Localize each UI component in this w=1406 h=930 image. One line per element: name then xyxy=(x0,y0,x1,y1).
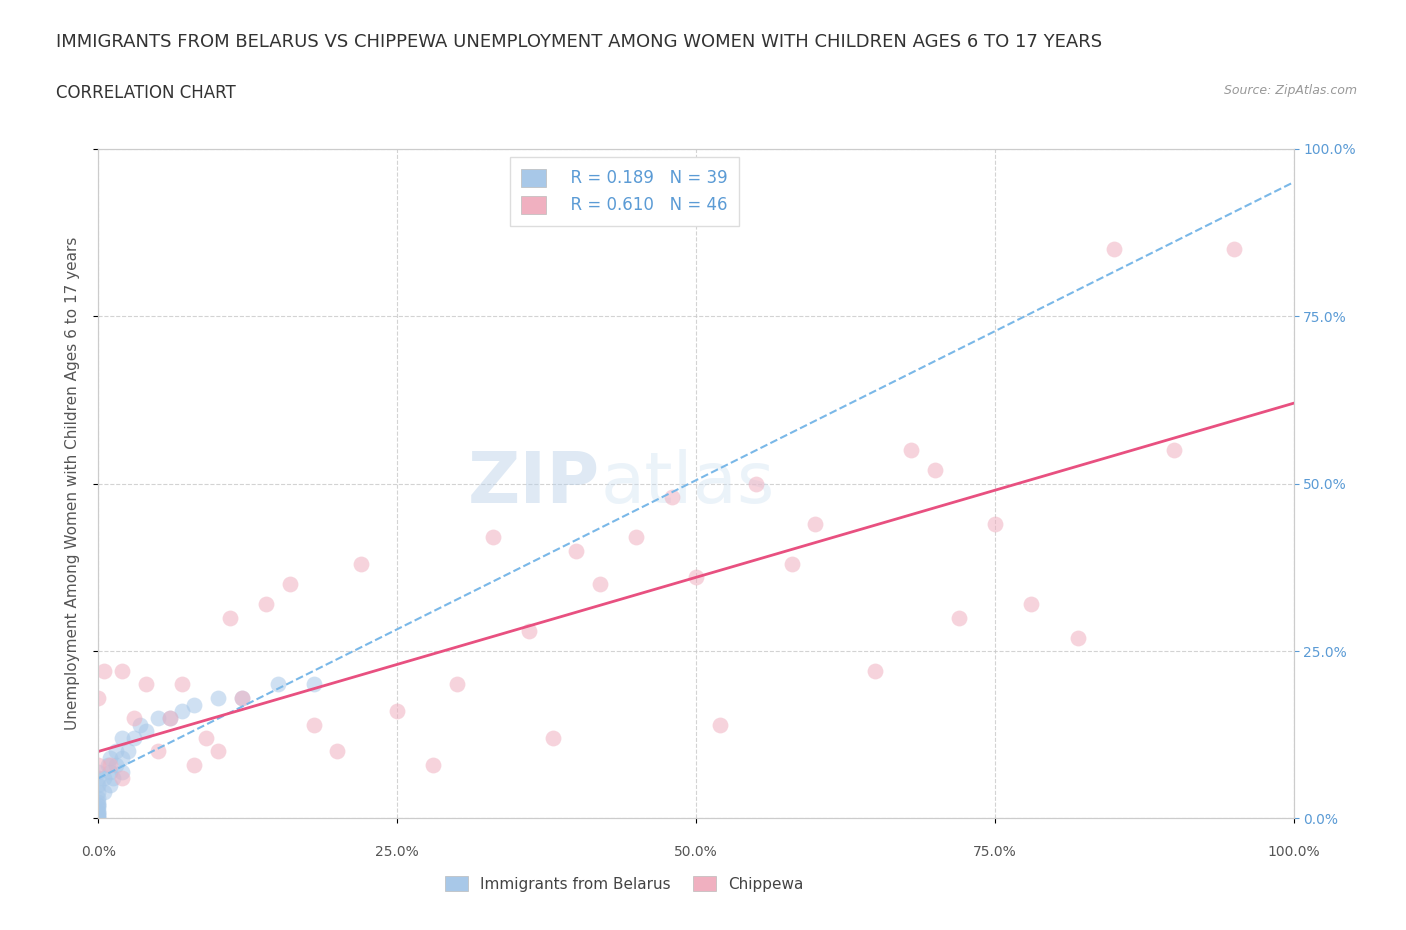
Point xyxy=(87,807,110,822)
Point xyxy=(87,811,110,826)
Point xyxy=(101,771,124,786)
Point xyxy=(254,597,277,612)
Point xyxy=(148,711,170,725)
Point xyxy=(219,610,242,625)
Point xyxy=(924,463,946,478)
Point xyxy=(98,757,122,772)
Text: CORRELATION CHART: CORRELATION CHART xyxy=(56,84,236,101)
Point xyxy=(135,677,157,692)
Point xyxy=(87,690,110,705)
Point xyxy=(231,690,253,705)
Point xyxy=(745,476,768,491)
Text: atlas: atlas xyxy=(600,449,775,518)
Point xyxy=(159,711,181,725)
Point xyxy=(422,757,444,772)
Point xyxy=(626,530,648,545)
Point xyxy=(98,777,122,792)
Point xyxy=(207,744,229,759)
Point xyxy=(87,804,110,819)
Point xyxy=(589,577,612,591)
Point xyxy=(183,757,205,772)
Point xyxy=(87,811,110,826)
Point xyxy=(111,751,134,765)
Point xyxy=(481,530,505,545)
Text: 75.0%: 75.0% xyxy=(973,845,1017,859)
Point xyxy=(87,807,110,822)
Point xyxy=(159,711,181,725)
Point xyxy=(984,516,1007,531)
Point xyxy=(87,777,110,792)
Point xyxy=(278,577,301,591)
Point xyxy=(111,664,134,679)
Point xyxy=(87,798,110,813)
Point xyxy=(98,751,122,765)
Point xyxy=(87,784,110,799)
Point xyxy=(124,711,146,725)
Point xyxy=(207,690,229,705)
Point xyxy=(804,516,827,531)
Point xyxy=(87,794,110,809)
Point xyxy=(93,771,115,786)
Point xyxy=(231,690,253,705)
Y-axis label: Unemployment Among Women with Children Ages 6 to 17 years: Unemployment Among Women with Children A… xyxy=(65,237,80,730)
Point xyxy=(709,717,731,732)
Text: 100.0%: 100.0% xyxy=(1267,845,1320,859)
Point xyxy=(1019,597,1042,612)
Point xyxy=(780,556,803,571)
Point xyxy=(148,744,170,759)
Point xyxy=(111,731,134,746)
Point xyxy=(172,704,194,719)
Point xyxy=(98,764,122,779)
Point xyxy=(183,698,205,712)
Text: 50.0%: 50.0% xyxy=(673,845,718,859)
Text: 25.0%: 25.0% xyxy=(375,845,419,859)
Point xyxy=(385,704,409,719)
Point xyxy=(446,677,468,692)
Point xyxy=(87,757,110,772)
Point xyxy=(948,610,970,625)
Point xyxy=(129,717,152,732)
Point xyxy=(93,784,115,799)
Point xyxy=(267,677,290,692)
Point xyxy=(1222,242,1246,257)
Point xyxy=(87,804,110,819)
Point xyxy=(302,677,325,692)
Text: 0.0%: 0.0% xyxy=(82,845,115,859)
Point xyxy=(350,556,373,571)
Text: IMMIGRANTS FROM BELARUS VS CHIPPEWA UNEMPLOYMENT AMONG WOMEN WITH CHILDREN AGES : IMMIGRANTS FROM BELARUS VS CHIPPEWA UNEM… xyxy=(56,33,1102,50)
Point xyxy=(135,724,157,738)
Point xyxy=(172,677,194,692)
Point xyxy=(117,744,139,759)
Point xyxy=(87,790,110,805)
Legend: Immigrants from Belarus, Chippewa: Immigrants from Belarus, Chippewa xyxy=(439,870,810,897)
Point xyxy=(302,717,325,732)
Point xyxy=(565,543,588,558)
Point xyxy=(1163,443,1185,458)
Point xyxy=(93,664,115,679)
Point xyxy=(87,764,110,779)
Point xyxy=(863,664,887,679)
Point xyxy=(685,570,707,585)
Point xyxy=(661,489,683,504)
Point xyxy=(1102,242,1125,257)
Point xyxy=(111,771,134,786)
Point xyxy=(541,731,564,746)
Point xyxy=(97,757,120,772)
Point xyxy=(517,623,540,638)
Point xyxy=(1067,631,1090,645)
Point xyxy=(105,757,128,772)
Point xyxy=(87,798,110,813)
Text: ZIP: ZIP xyxy=(468,449,600,518)
Point xyxy=(105,744,128,759)
Text: Source: ZipAtlas.com: Source: ZipAtlas.com xyxy=(1223,84,1357,97)
Point xyxy=(194,731,218,746)
Point xyxy=(124,731,146,746)
Point xyxy=(900,443,922,458)
Point xyxy=(111,764,134,779)
Point xyxy=(326,744,349,759)
Point xyxy=(87,801,110,816)
Point xyxy=(87,771,110,786)
